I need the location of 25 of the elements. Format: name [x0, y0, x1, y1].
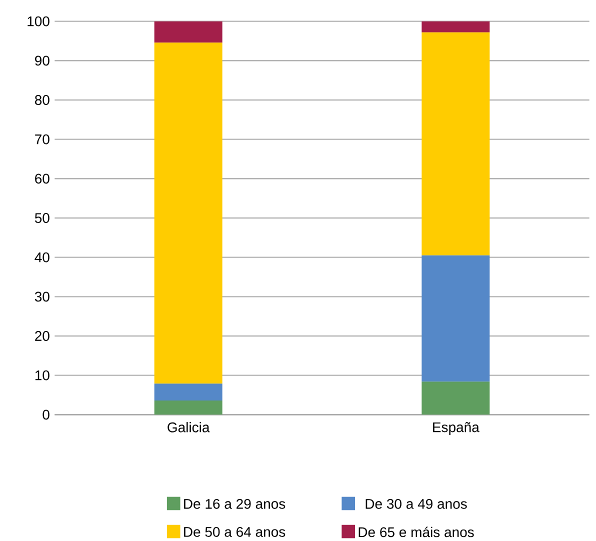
y-tick-label: 0: [42, 410, 50, 420]
bar: [422, 32, 490, 256]
x-tick-label: España: [433, 422, 480, 435]
legend-label: De 65 e máis anos: [358, 526, 474, 538]
y-tick-label: 20: [35, 330, 50, 341]
bar: [422, 255, 490, 382]
legend-label: De 30 a 49 anos: [366, 498, 467, 509]
y-tick-label: 40: [34, 252, 50, 262]
y-tick-label: 30: [34, 292, 50, 302]
bar: [154, 383, 222, 400]
y-tick-label: 50: [34, 212, 50, 223]
y-tick-label: 10: [35, 370, 50, 380]
bar: [422, 21, 490, 32]
y-tick-label: 80: [34, 94, 50, 105]
y-tick-label: 60: [35, 174, 50, 184]
bar: [154, 42, 222, 384]
y-tick-label: 90: [35, 56, 50, 66]
x-tick-label: Galicia: [168, 422, 210, 432]
bar: [422, 381, 490, 415]
legend-label: De 16 a 29 anos: [184, 498, 286, 509]
legend-label: De 50 a 64 anos: [184, 526, 286, 537]
y-tick-label: 70: [35, 134, 50, 144]
bar: [154, 21, 222, 42]
bar: [154, 400, 222, 415]
y-tick-label: 100: [28, 16, 50, 26]
